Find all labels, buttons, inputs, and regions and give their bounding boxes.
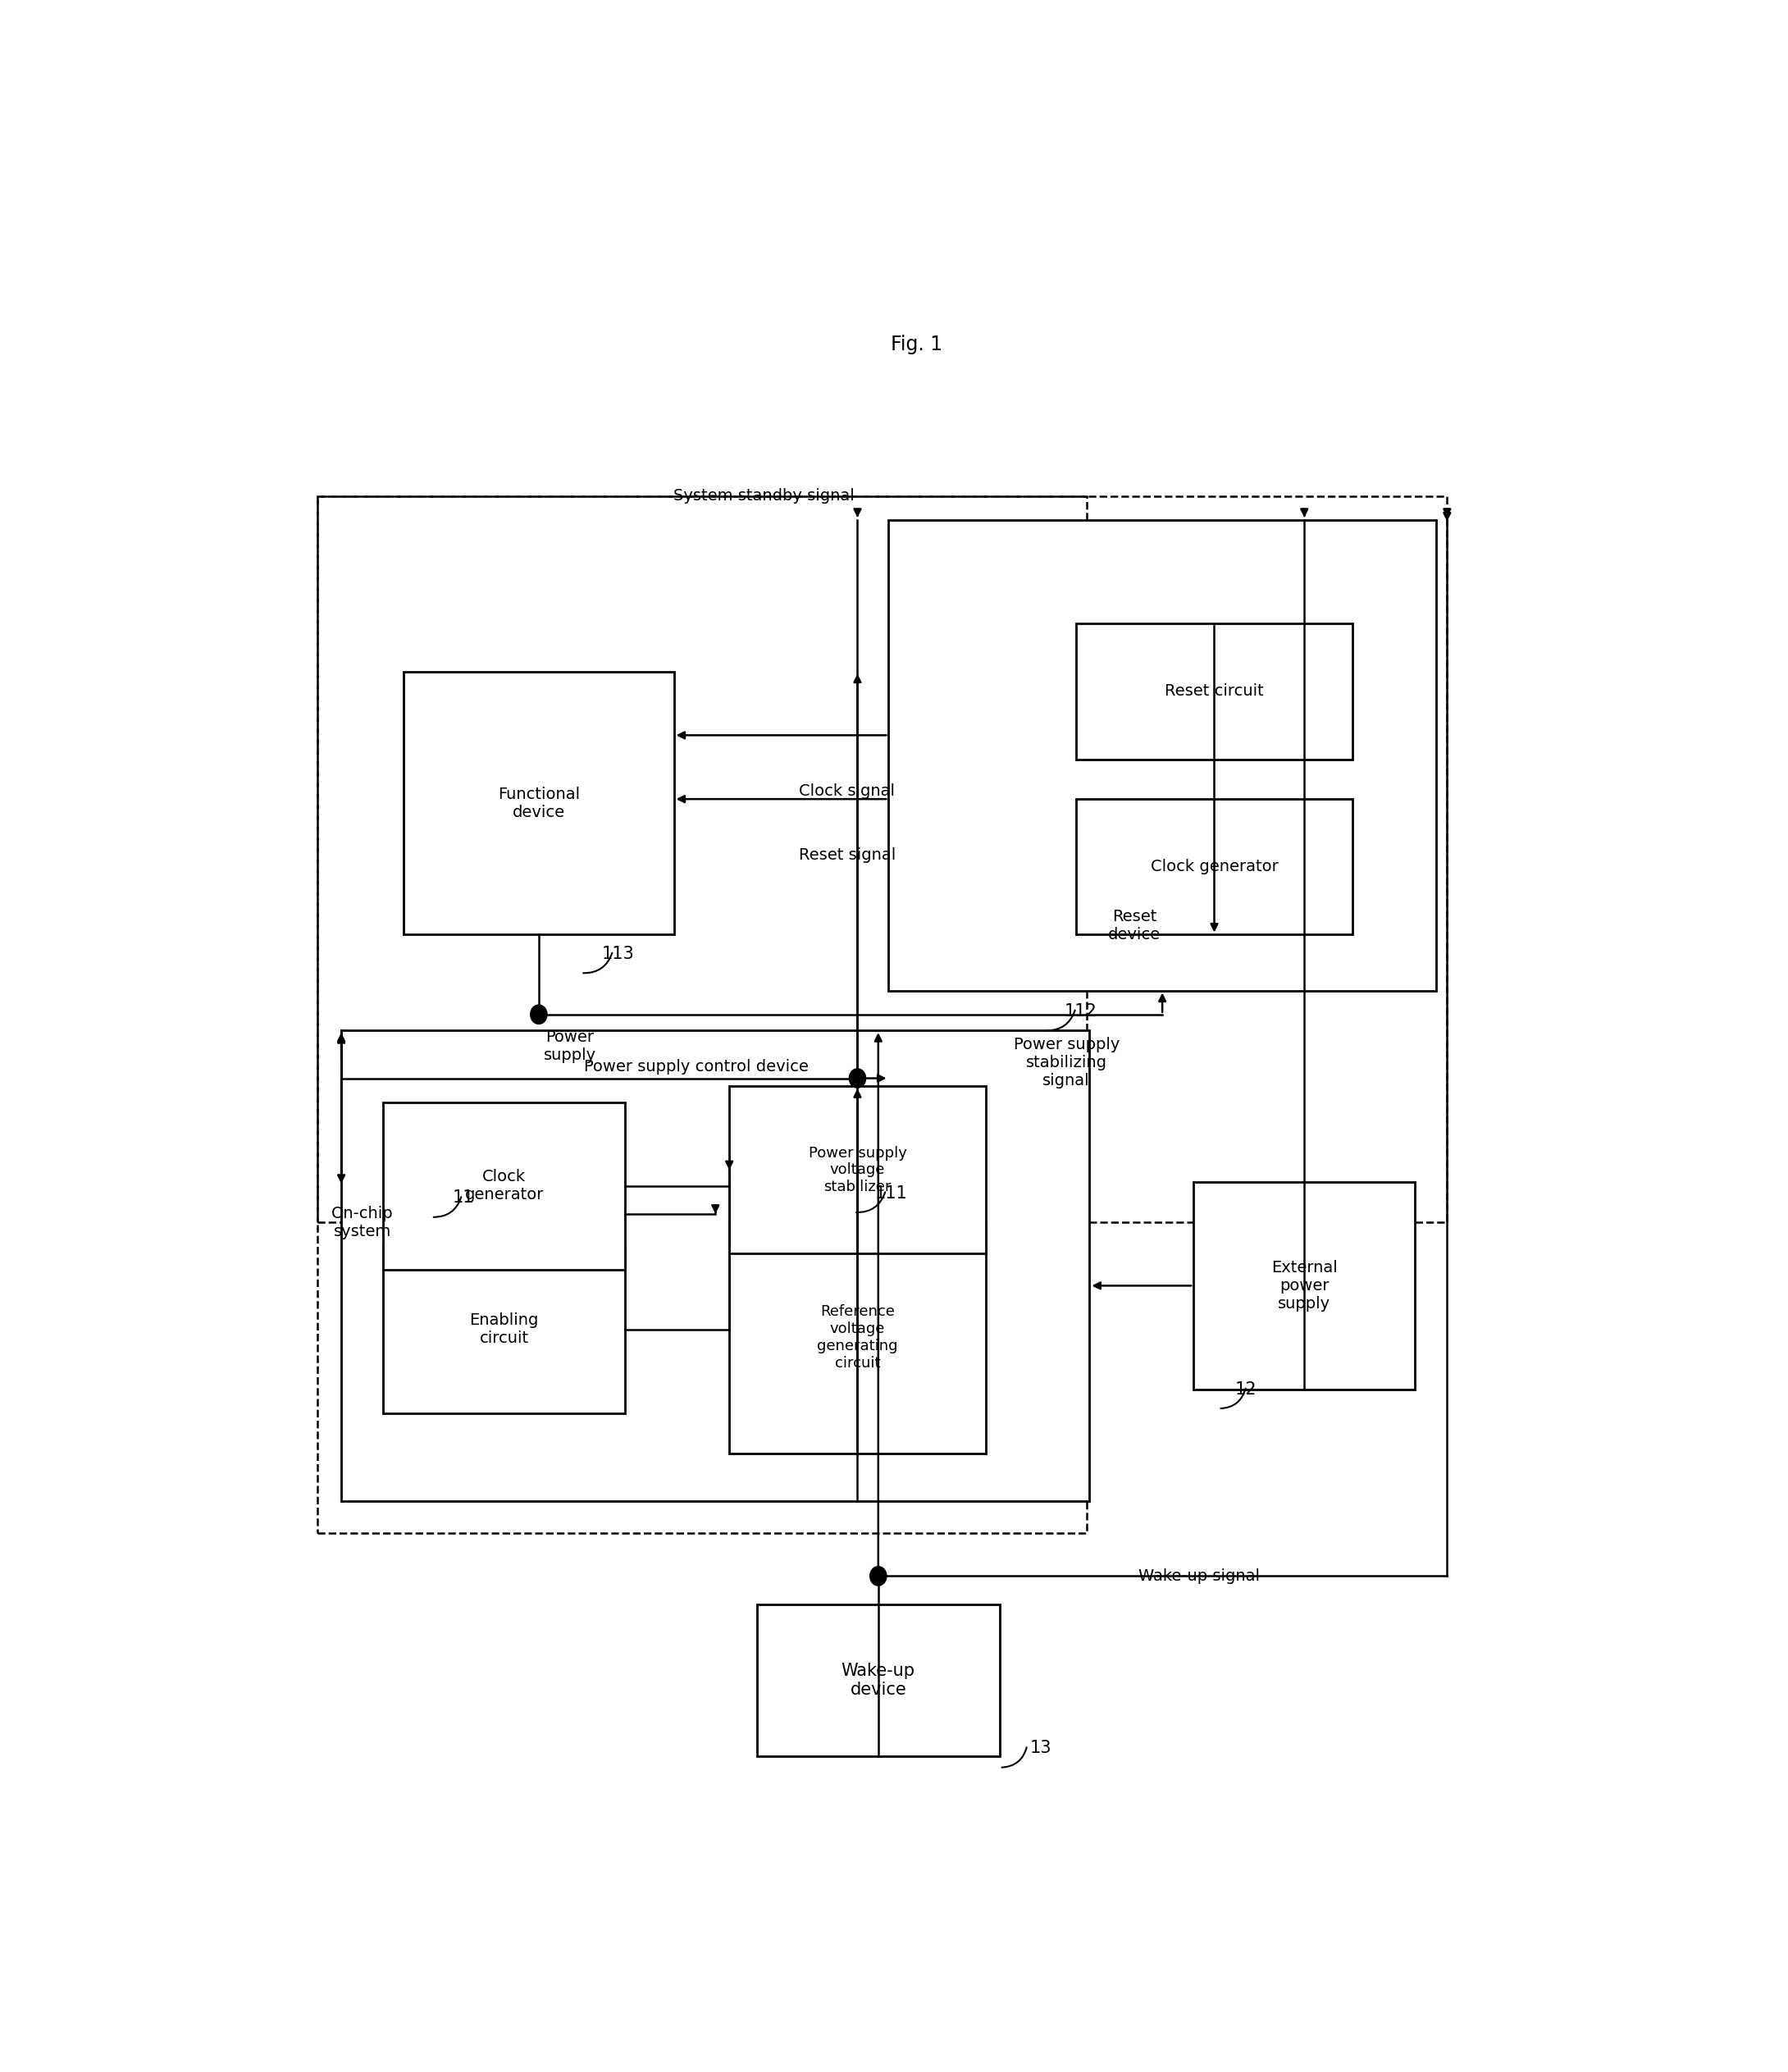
Text: Clock signal: Clock signal <box>799 783 894 800</box>
Text: 111: 111 <box>874 1185 907 1202</box>
Text: Reference
voltage
generating
circuit: Reference voltage generating circuit <box>817 1305 898 1370</box>
Bar <box>342 1030 1089 1500</box>
Bar <box>318 495 1446 1222</box>
Text: Reset circuit: Reset circuit <box>1164 684 1264 698</box>
Bar <box>1076 624 1354 758</box>
Bar <box>889 520 1436 990</box>
Text: Power supply control device: Power supply control device <box>583 1059 808 1075</box>
Bar <box>1076 800 1354 934</box>
Text: Power supply
stabilizing
signal: Power supply stabilizing signal <box>1014 1036 1119 1088</box>
Text: Wake-up
device: Wake-up device <box>842 1664 915 1699</box>
Bar <box>756 1604 999 1757</box>
Text: Enabling
circuit: Enabling circuit <box>470 1314 538 1347</box>
Bar <box>318 495 1087 1533</box>
Text: Reset signal: Reset signal <box>799 847 896 862</box>
Bar <box>383 1102 626 1270</box>
Circle shape <box>849 1069 865 1088</box>
Bar <box>730 1086 985 1254</box>
Text: External
power
supply: External power supply <box>1271 1260 1337 1312</box>
Text: 112: 112 <box>1064 1003 1098 1019</box>
Text: Clock
generator: Clock generator <box>465 1169 544 1202</box>
Text: On-chip
system: On-chip system <box>331 1206 393 1239</box>
Text: Reset
device: Reset device <box>1109 910 1160 943</box>
Bar <box>1194 1181 1416 1390</box>
Text: 13: 13 <box>1030 1740 1051 1757</box>
Circle shape <box>531 1005 547 1024</box>
Text: Wake-up signal: Wake-up signal <box>1139 1569 1259 1583</box>
Text: Power supply
voltage
stabilizer: Power supply voltage stabilizer <box>808 1146 907 1193</box>
Circle shape <box>871 1566 887 1585</box>
Text: Clock generator: Clock generator <box>1150 860 1278 874</box>
Text: System standby signal: System standby signal <box>674 489 855 503</box>
Text: 113: 113 <box>603 945 635 961</box>
Bar <box>383 1245 626 1413</box>
Text: 12: 12 <box>1236 1382 1257 1399</box>
Bar <box>404 671 674 934</box>
Text: Fig. 1: Fig. 1 <box>890 334 942 354</box>
Text: Functional
device: Functional device <box>497 785 579 821</box>
Text: Power
supply: Power supply <box>544 1030 595 1063</box>
Bar <box>730 1222 985 1452</box>
Text: 11: 11 <box>452 1189 474 1206</box>
